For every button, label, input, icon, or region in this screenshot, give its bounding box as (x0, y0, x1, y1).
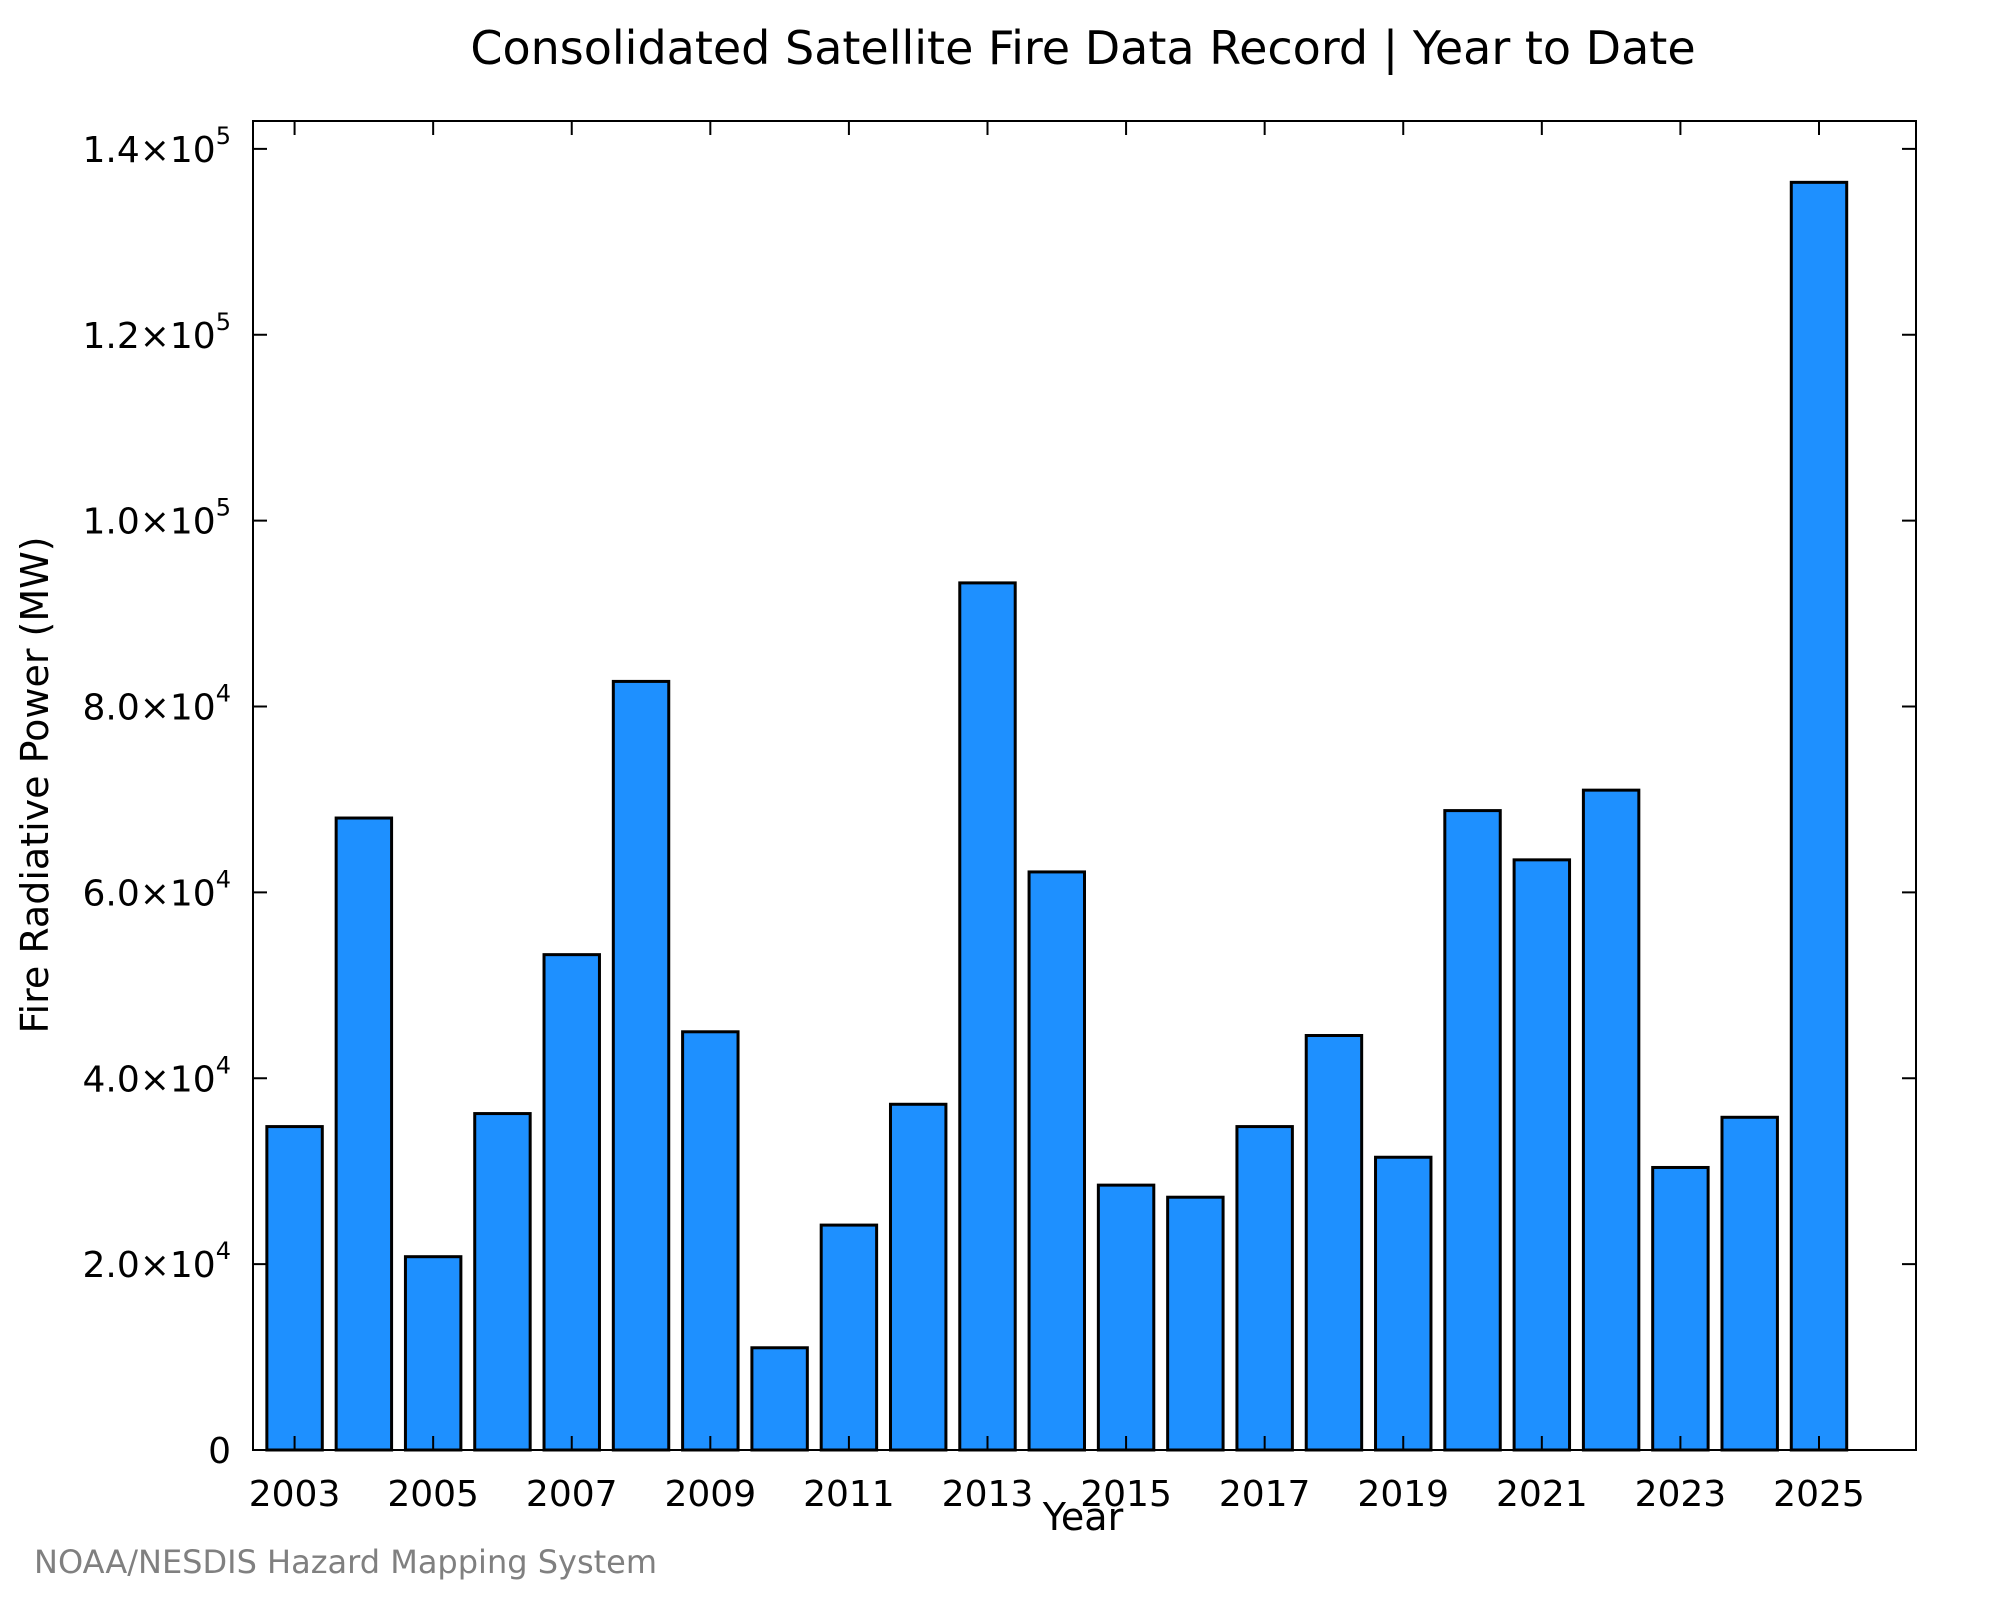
bar-2011 (819, 1223, 879, 1452)
x-tick-label-2025: 2025 (1773, 1474, 1865, 1515)
x-tick-label-2013: 2013 (942, 1474, 1034, 1515)
x-tick-label-2021: 2021 (1496, 1474, 1588, 1515)
source-credit: NOAA/NESDIS Hazard Mapping System (34, 1543, 657, 1581)
x-tick-label-2009: 2009 (665, 1474, 757, 1515)
y-tick-label-140000: 1.4×105 (82, 122, 231, 171)
ticks-group (253, 121, 1916, 1451)
plot-frame (252, 120, 1917, 1451)
x-tick-label-2007: 2007 (526, 1474, 618, 1515)
y-tick-label-60000: 6.0×104 (82, 865, 231, 914)
y-tick-labels: 0 2.0×104 4.0×104 6.0×104 8.0×104 1.0×105 1.2×… (82, 122, 231, 1472)
y-tick-label-40000: 4.0×104 (82, 1051, 231, 1100)
bar-2006 (473, 1112, 532, 1452)
bar-2005 (403, 1255, 463, 1452)
x-tick-label-2017: 2017 (1219, 1474, 1311, 1515)
bar-2016 (1166, 1195, 1225, 1452)
chart-title: Consolidated Satellite Fire Data Record … (470, 21, 1695, 76)
x-tick-label-2015: 2015 (1080, 1474, 1172, 1515)
x-tick-label-2003: 2003 (249, 1474, 341, 1515)
bar-2024 (1720, 1115, 1779, 1452)
x-axis-label: Year (1042, 1495, 1124, 1539)
bar-2003 (265, 1125, 324, 1452)
bar-2004 (334, 816, 394, 1452)
bar-2007 (542, 953, 601, 1452)
y-tick-label-0: 0 (208, 1431, 231, 1472)
bar-2023 (1651, 1165, 1710, 1452)
bar-2015 (1096, 1183, 1156, 1452)
y-tick-label-100000: 1.0×105 (82, 494, 231, 543)
bar-2020 (1443, 809, 1502, 1452)
bar-2022 (1581, 788, 1641, 1452)
x-tick-label-2019: 2019 (1357, 1474, 1449, 1515)
bar-2025 (1789, 180, 1849, 1452)
x-tick-label-2005: 2005 (387, 1474, 479, 1515)
y-tick-label-120000: 1.2×105 (82, 308, 231, 357)
y-tick-label-20000: 2.0×104 (82, 1237, 231, 1286)
bar-2014 (1027, 870, 1086, 1452)
bar-2010 (750, 1346, 809, 1452)
bar-2018 (1304, 1034, 1364, 1452)
bar-2019 (1374, 1155, 1433, 1452)
bars-group (265, 180, 1849, 1452)
x-tick-label-2023: 2023 (1635, 1474, 1727, 1515)
bar-2009 (681, 1030, 740, 1452)
x-tick-labels: 2003 2005 2007 2009 2011 2013 2015 2017 2019 2021… (249, 1474, 1865, 1515)
y-tick-label-80000: 8.0×104 (82, 680, 231, 729)
bar-2017 (1235, 1125, 1294, 1452)
x-tick-label-2011: 2011 (803, 1474, 895, 1515)
bar-2012 (888, 1102, 948, 1452)
bar-2008 (611, 679, 671, 1452)
y-axis-label: Fire Radiative Power (MW) (13, 536, 57, 1033)
bar-2021 (1512, 858, 1572, 1452)
bar-2013 (958, 581, 1017, 1452)
